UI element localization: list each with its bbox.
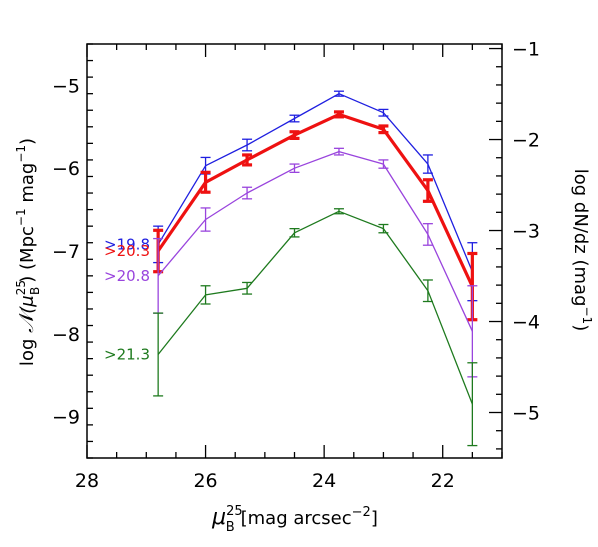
y-axis-title: log 𝒩(μ25B) (Mpc−1 mag−1): [14, 138, 42, 366]
series-label: >21.3: [104, 346, 150, 364]
series-layer: [153, 90, 478, 447]
series-line: [157, 150, 473, 332]
x-tick-label: 26: [193, 470, 217, 492]
series-label: >20.3: [104, 242, 150, 260]
x-tick-label: 22: [431, 470, 455, 492]
y2-tick-label: −5: [512, 403, 540, 425]
y2-tick-label: −4: [512, 312, 540, 334]
series-line: [157, 210, 474, 405]
x-axis-title: μ25 B [mag arcsec−2]: [211, 504, 378, 535]
tick-labels: 28 26 24 22 −5 −6 −7 −8 −9 −1 −2 −3 −4 −5: [52, 39, 540, 492]
y-tick-label: −9: [52, 407, 80, 429]
series-line: [157, 93, 474, 272]
y2-tick-label: −1: [512, 39, 540, 61]
series-label: >19.8: [104, 235, 150, 253]
series-labels: >19.8>20.3 >20.8 >21.3: [104, 235, 150, 363]
axis-ticks: [86, 43, 503, 459]
y-tick-label: −8: [52, 324, 80, 346]
y2-axis-title: log dN/dz (mag−1): [570, 169, 594, 331]
series-2: [153, 110, 478, 322]
series-line: [156, 112, 474, 288]
y2-tick-label: −2: [512, 130, 540, 152]
x-tick-label: 24: [312, 470, 336, 492]
y2-tick-label: −3: [512, 221, 540, 243]
series-4: [153, 208, 478, 447]
series-3: [153, 147, 478, 378]
y-tick-label: −7: [52, 241, 80, 263]
x-tick-label: 28: [75, 470, 99, 492]
y-tick-label: −6: [52, 158, 80, 180]
y-tick-label: −5: [52, 75, 80, 97]
series-label: >20.8: [104, 267, 150, 285]
